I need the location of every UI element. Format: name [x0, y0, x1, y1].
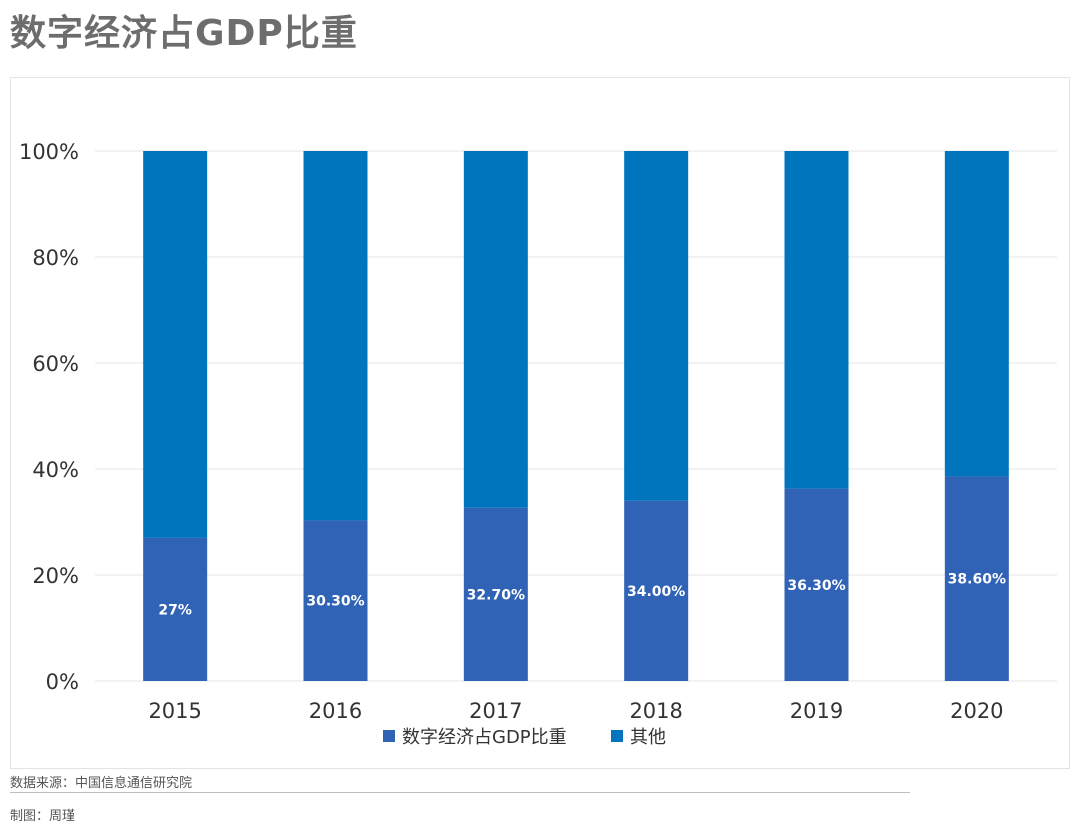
bar-other [784, 151, 849, 489]
bar-digital-economy [624, 500, 689, 681]
footer-divider [10, 792, 910, 793]
bar-digital-economy [944, 476, 1009, 681]
x-tick-label: 2019 [790, 699, 843, 723]
stacked-bar-chart: 0% 20% 40% 60% 80% 100% 27% 2015 30.30% 2016 32.70… [19, 140, 1057, 748]
data-label: 34.00% [627, 584, 685, 600]
y-tick-label: 40% [32, 458, 79, 482]
data-label: 38.60% [948, 572, 1006, 588]
bar-digital-economy [463, 507, 528, 681]
chart-title: 数字经济占GDP比重 [10, 13, 358, 54]
y-tick-label: 20% [32, 564, 79, 588]
legend-swatch-other [611, 730, 623, 742]
author-credit: 制图：周瑾 [10, 809, 76, 824]
x-tick-label: 2018 [629, 699, 682, 723]
bar-other [624, 151, 689, 501]
data-label: 30.30% [306, 594, 364, 610]
chart-container: 0% 20% 40% 60% 80% 100% 27% 2015 30.30% 2016 32.70… [10, 77, 1070, 769]
bar-digital-economy [143, 537, 208, 681]
y-tick-label: 60% [32, 352, 79, 376]
bar-digital-economy [303, 520, 368, 681]
legend-label: 数字经济占GDP比重 [402, 727, 567, 748]
x-tick-label: 2020 [950, 699, 1003, 723]
y-tick-label: 0% [46, 670, 79, 694]
data-label: 36.30% [787, 578, 845, 594]
legend-label: 其他 [630, 727, 666, 748]
y-tick-label: 80% [32, 246, 79, 270]
x-tick-label: 2015 [148, 699, 201, 723]
bar-other [463, 151, 528, 508]
bar-other [143, 151, 208, 538]
legend-swatch-digital [383, 730, 395, 742]
y-tick-label: 100% [19, 140, 79, 164]
x-tick-label: 2016 [309, 699, 362, 723]
data-label: 27% [158, 602, 192, 618]
bar-other [944, 151, 1009, 477]
bar-other [303, 151, 368, 521]
data-label: 32.70% [467, 587, 525, 603]
data-source-note: 数据来源：中国信息通信研究院 [10, 776, 193, 791]
x-tick-label: 2017 [469, 699, 522, 723]
bar-digital-economy [784, 488, 849, 681]
